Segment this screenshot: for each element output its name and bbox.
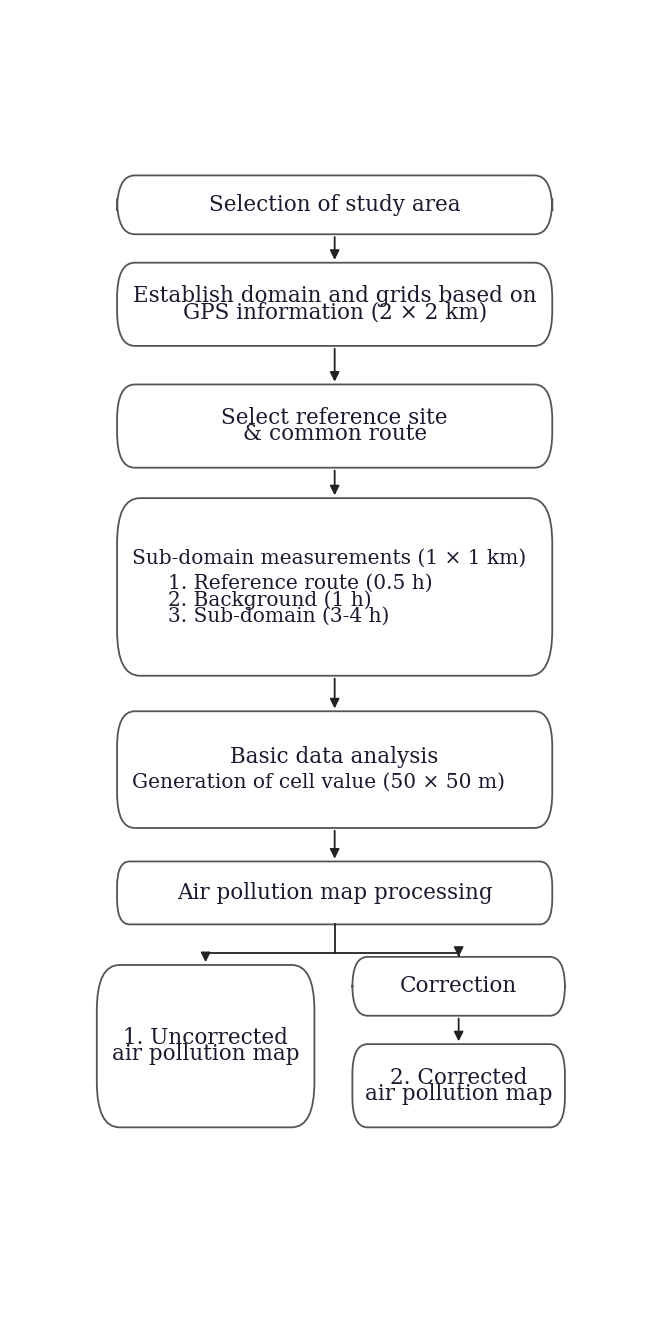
Text: 2. Corrected: 2. Corrected bbox=[390, 1066, 528, 1089]
Text: Sub-domain measurements (1 × 1 km): Sub-domain measurements (1 × 1 km) bbox=[133, 548, 526, 568]
Text: 2. Background (1 h): 2. Background (1 h) bbox=[168, 590, 372, 610]
Text: Air pollution map processing: Air pollution map processing bbox=[177, 882, 492, 904]
Text: 1. Reference route (0.5 h): 1. Reference route (0.5 h) bbox=[168, 575, 432, 593]
FancyBboxPatch shape bbox=[353, 1044, 565, 1127]
Text: air pollution map: air pollution map bbox=[112, 1044, 299, 1065]
FancyBboxPatch shape bbox=[117, 712, 552, 828]
FancyBboxPatch shape bbox=[117, 862, 552, 924]
FancyBboxPatch shape bbox=[117, 498, 552, 676]
Text: Correction: Correction bbox=[400, 975, 517, 998]
Text: Selection of study area: Selection of study area bbox=[209, 194, 460, 216]
FancyBboxPatch shape bbox=[353, 957, 565, 1016]
FancyBboxPatch shape bbox=[117, 262, 552, 345]
Text: Basic data analysis: Basic data analysis bbox=[231, 746, 439, 767]
FancyBboxPatch shape bbox=[97, 965, 315, 1127]
Text: 1. Uncorrected: 1. Uncorrected bbox=[123, 1027, 288, 1049]
Text: 3. Sub-domain (3-4 h): 3. Sub-domain (3-4 h) bbox=[168, 606, 389, 626]
Text: & common route: & common route bbox=[243, 423, 426, 445]
Text: GPS information (2 × 2 km): GPS information (2 × 2 km) bbox=[183, 302, 486, 323]
Text: Select reference site: Select reference site bbox=[221, 407, 448, 430]
FancyBboxPatch shape bbox=[117, 385, 552, 468]
FancyBboxPatch shape bbox=[117, 175, 552, 235]
Text: air pollution map: air pollution map bbox=[365, 1083, 552, 1104]
Text: Generation of cell value (50 × 50 m): Generation of cell value (50 × 50 m) bbox=[133, 772, 505, 792]
Text: Establish domain and grids based on: Establish domain and grids based on bbox=[133, 285, 537, 307]
